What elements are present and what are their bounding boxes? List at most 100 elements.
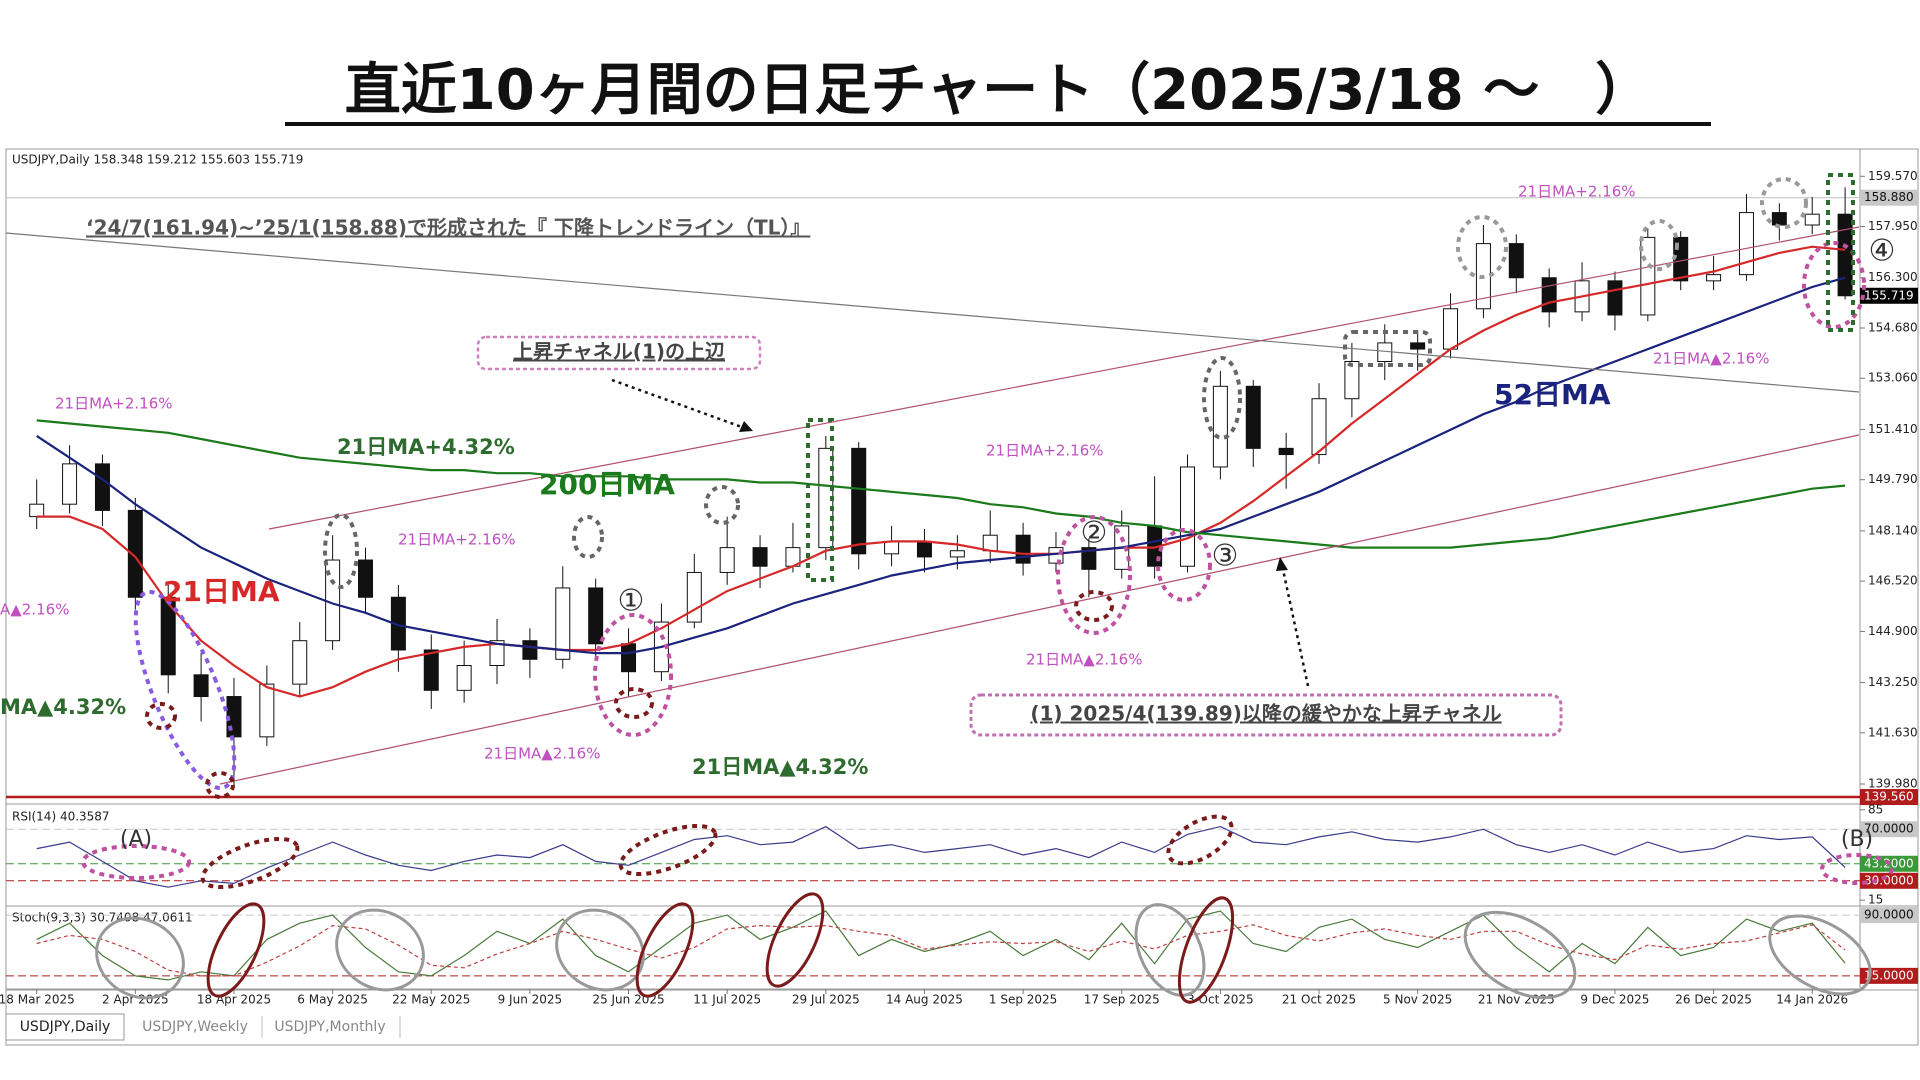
tab-label[interactable]: USDJPY,Daily [20,1019,111,1035]
series-label: 200日MA [539,468,675,501]
annotation: 21日MA▲2.16% [1653,350,1769,368]
panel-header: Stoch(9,3,3) 30.7408 47.0611 [12,911,193,925]
highlight [593,613,673,737]
highlight [1156,528,1212,602]
candle-body [522,640,538,660]
x-tick-label: 14 Aug 2025 [886,993,963,1007]
candle-body [719,547,735,573]
annotation: MA▲4.32% [0,695,126,719]
level-box [1860,872,1918,889]
panel-header: USDJPY,Daily 158.348 159.212 155.603 155… [12,153,303,167]
highlight [81,844,191,880]
highlight [95,916,185,1000]
candle-body [916,540,932,558]
candle-body [752,547,768,567]
series-line [36,924,1846,977]
y-tick-label: 151.410 [1868,422,1918,436]
highlight [335,908,425,992]
y-tick-label: 156.300 [1868,270,1918,284]
candle-body [686,571,702,623]
highlight [1768,914,1872,996]
highlight [1056,515,1132,635]
highlight [1820,853,1894,885]
chart-frame [5,148,1919,1046]
annotation-box [476,335,762,371]
highlight [1760,177,1808,229]
candle-body [1311,398,1327,456]
trend-line [5,232,1860,393]
tab-label[interactable]: USDJPY,Monthly [274,1019,385,1035]
candle-body [1738,212,1754,276]
x-tick-label: 21 Oct 2025 [1282,993,1356,1007]
candle-body [423,649,439,691]
candle-body [1443,308,1459,350]
series-line [36,419,1846,549]
candle-body [1804,213,1820,226]
x-tick-label: 17 Sep 2025 [1084,993,1160,1007]
candle-body [193,674,209,698]
level-label: 90.0000 [1864,908,1914,922]
highlight [1639,219,1679,271]
x-tick-label: 9 Dec 2025 [1580,993,1649,1007]
x-tick-label: 29 Jul 2025 [792,993,860,1007]
price-box [1860,789,1918,806]
candle-body [851,447,867,555]
annotation: ② [1081,516,1108,551]
annotation: (B) [1841,827,1873,852]
y-tick-label: 153.060 [1868,371,1918,385]
candle-body [1837,213,1853,297]
candle-body [1212,385,1228,468]
arrow-head [1276,557,1288,571]
series-line [36,825,1846,888]
annotation: ③ [1212,539,1239,574]
x-tick-label: 18 Mar 2025 [0,993,75,1007]
y-tick-label: 149.790 [1868,472,1918,486]
highlight [1826,173,1855,332]
tab-label[interactable]: USDJPY,Weekly [142,1019,248,1035]
highlight [618,823,718,877]
level-label: 15.0000 [1864,968,1914,982]
candle-body [1344,360,1360,400]
channel-lower [219,434,1860,785]
annotation: 21日MA▲2.16% [1026,651,1142,669]
y-tick-label: 157.950 [1868,219,1918,233]
level-label: 30.0000 [1864,873,1914,887]
tab[interactable] [5,1013,125,1041]
series-label: 52日MA [1494,378,1611,411]
highlight [1802,241,1866,329]
candle-body [982,534,998,552]
candle-body [62,463,78,505]
y-tick-label: 85 [1868,802,1883,816]
highlight [206,902,266,998]
highlight [133,589,237,791]
x-tick-label: 21 Nov 2025 [1478,993,1555,1007]
annotation: 21日MA+4.32% [337,435,515,459]
y-tick-label: 141.630 [1868,725,1918,739]
highlight [1134,903,1206,997]
page-title: 直近10ヶ月間の日足チャート（2025/3/18 ～ ） [345,58,1652,123]
price-box [1860,287,1918,304]
series-line [36,276,1846,655]
candle-body [1081,547,1097,570]
highlight [572,515,604,559]
highlight [1463,910,1577,1000]
highlight [704,485,740,525]
candle-body [884,540,900,555]
x-tick-label: 14 Jan 2026 [1776,993,1848,1007]
candle-body [127,509,143,598]
highlight [1177,896,1235,1004]
highlight [145,702,177,730]
y-tick-label: 144.900 [1868,624,1918,638]
y-tick-label: 159.570 [1868,169,1918,183]
annotation: 21日MA+2.16% [986,442,1104,460]
panel-header: RSI(14) 40.3587 [12,810,110,824]
x-tick-label: 22 May 2025 [392,993,470,1007]
highlight [806,418,834,582]
annotation: 21日MA▲4.32% [692,755,868,779]
level-label: 70.0000 [1864,822,1914,836]
level-box [1860,967,1918,984]
highlight [1202,356,1242,440]
y-tick-label: 15 [1868,893,1883,907]
candle-body [1245,385,1261,449]
series-label: 21日MA [163,575,280,608]
